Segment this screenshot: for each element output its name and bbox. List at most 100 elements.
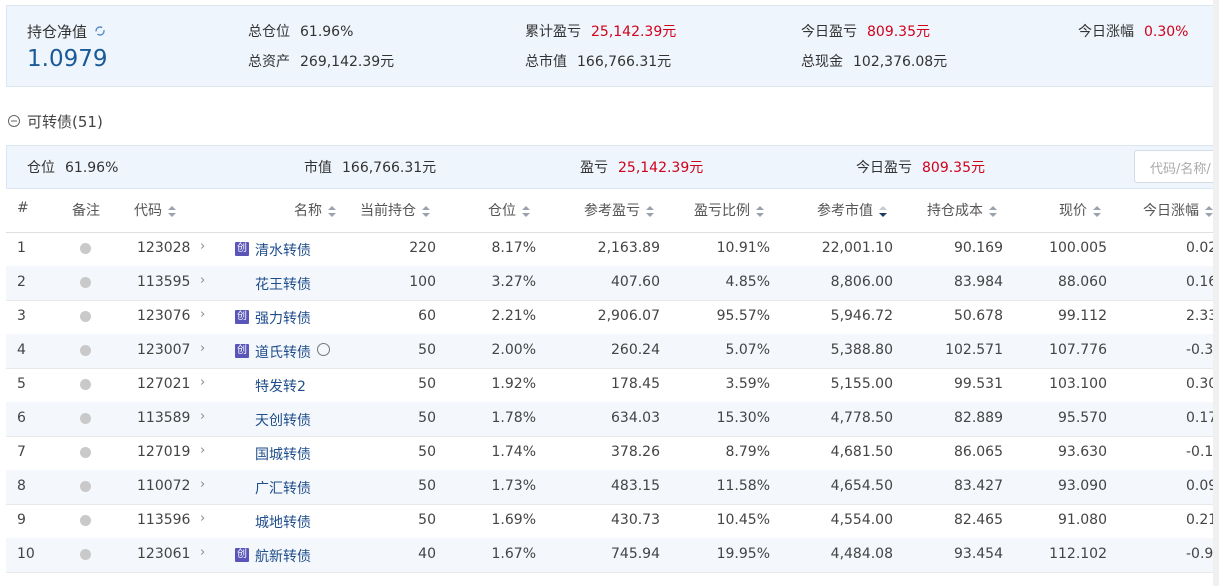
- cell-name[interactable]: 航新转债: [255, 549, 311, 565]
- expand-arrow[interactable]: ›: [200, 511, 206, 526]
- summary-label: 累计盈亏: [525, 24, 581, 40]
- sort-icon[interactable]: [522, 205, 530, 217]
- expand-arrow[interactable]: ›: [200, 239, 206, 254]
- summary-item: 总仓位 61.96%: [248, 21, 353, 41]
- cell-no: 4: [17, 342, 26, 358]
- note-icon[interactable]: [80, 379, 91, 390]
- summary-label: 今日盈亏: [801, 24, 857, 40]
- cell-code: 123061: [137, 546, 191, 562]
- cell-pnl-pct: 4.85%: [725, 274, 770, 290]
- sort-icon[interactable]: [168, 205, 176, 217]
- sort-icon[interactable]: [1093, 205, 1101, 217]
- note-icon[interactable]: [80, 447, 91, 458]
- subbar-label: 盈亏: [580, 160, 608, 176]
- section-title[interactable]: 可转债(51): [27, 113, 103, 131]
- cell-holding: 60: [418, 308, 436, 324]
- cell-price: 91.080: [1058, 512, 1107, 528]
- cell-name[interactable]: 国城转债: [255, 447, 311, 463]
- note-icon[interactable]: [80, 277, 91, 288]
- note-icon[interactable]: [80, 345, 91, 356]
- cell-pnl: 745.94: [611, 546, 660, 562]
- column-header-text: 代码: [134, 203, 162, 219]
- column-header[interactable]: 代码: [134, 200, 176, 220]
- cell-name[interactable]: 强力转债: [255, 311, 311, 327]
- sort-icon[interactable]: [756, 205, 764, 217]
- sort-icon[interactable]: [1205, 205, 1213, 217]
- expand-arrow[interactable]: ›: [200, 443, 206, 458]
- sort-icon[interactable]: [879, 205, 887, 217]
- collapse-icon[interactable]: [7, 114, 21, 128]
- column-header[interactable]: 持仓成本: [927, 200, 997, 220]
- summary-item: 今日盈亏 809.35元: [801, 21, 930, 41]
- cell-position: 3.27%: [491, 274, 536, 290]
- expand-arrow[interactable]: ›: [200, 477, 206, 492]
- cell-market-value: 4,484.08: [830, 546, 893, 562]
- sort-icon[interactable]: [989, 205, 997, 217]
- summary-item: 累计盈亏 25,142.39元: [525, 21, 676, 41]
- cell-position: 2.00%: [491, 342, 536, 358]
- cell-price: 93.090: [1058, 478, 1107, 494]
- cell-holding: 50: [418, 342, 436, 358]
- expand-arrow[interactable]: ›: [200, 375, 206, 390]
- column-header[interactable]: 现价: [1059, 200, 1101, 220]
- table-row[interactable]: [6, 470, 1219, 505]
- note-icon[interactable]: [80, 243, 91, 254]
- cell-name[interactable]: 广汇转债: [255, 481, 311, 497]
- cell-name[interactable]: 花王转债: [255, 277, 311, 293]
- expand-arrow[interactable]: ›: [200, 409, 206, 424]
- expand-arrow[interactable]: ›: [200, 307, 206, 322]
- column-header[interactable]: 名称: [294, 200, 336, 220]
- cell-cost: 102.571: [945, 342, 1003, 358]
- refresh-icon[interactable]: [94, 25, 106, 37]
- note-icon[interactable]: [80, 515, 91, 526]
- cell-cost: 82.889: [954, 410, 1003, 426]
- scrollbar: [1213, 0, 1219, 586]
- cell-change: 0.09%: [1186, 478, 1219, 494]
- sort-icon[interactable]: [422, 205, 430, 217]
- sort-icon[interactable]: [328, 205, 336, 217]
- column-header[interactable]: 参考盈亏: [584, 200, 654, 220]
- summary-item: 总现金 102,376.08元: [801, 51, 947, 71]
- cell-cost: 50.678: [954, 308, 1003, 324]
- cell-code: 123028: [137, 240, 191, 256]
- table-row[interactable]: [6, 334, 1219, 369]
- cell-cost: 83.427: [954, 478, 1003, 494]
- table-row[interactable]: [6, 538, 1219, 573]
- cell-holding: 50: [418, 512, 436, 528]
- cell-pnl: 260.24: [611, 342, 660, 358]
- cell-name[interactable]: 清水转债: [255, 243, 311, 259]
- cell-name[interactable]: 天创转债: [255, 413, 311, 429]
- column-header-text: 仓位: [488, 203, 516, 219]
- expand-arrow[interactable]: ›: [200, 545, 206, 560]
- column-header: 备注: [71, 200, 101, 220]
- column-header[interactable]: 参考市值: [817, 200, 887, 220]
- column-header-text: 名称: [294, 203, 322, 219]
- column-header-text: 备注: [72, 203, 100, 219]
- expand-arrow[interactable]: ›: [200, 273, 206, 288]
- column-header[interactable]: 盈亏比例: [694, 200, 764, 220]
- cell-market-value: 5,388.80: [830, 342, 893, 358]
- note-icon[interactable]: [80, 413, 91, 424]
- note-icon[interactable]: [80, 549, 91, 560]
- cell-pnl-pct: 8.79%: [725, 444, 770, 460]
- info-icon[interactable]: [317, 343, 330, 356]
- cell-code: 123007: [137, 342, 191, 358]
- search-input[interactable]: 代码/名称/: [1134, 150, 1219, 183]
- cell-pnl-pct: 3.59%: [725, 376, 770, 392]
- note-icon[interactable]: [80, 481, 91, 492]
- expand-arrow[interactable]: ›: [200, 341, 206, 356]
- cell-name[interactable]: 特发转2: [255, 379, 306, 395]
- table-row[interactable]: [6, 402, 1219, 437]
- note-icon[interactable]: [80, 311, 91, 322]
- table-row[interactable]: [6, 266, 1219, 301]
- cell-price: 99.112: [1058, 308, 1107, 324]
- column-header[interactable]: 今日涨幅: [1143, 200, 1213, 220]
- cell-name[interactable]: 城地转债: [255, 515, 311, 531]
- summary-value: 102,376.08元: [853, 54, 948, 70]
- column-header[interactable]: 当前持仓: [360, 200, 430, 220]
- cell-name[interactable]: 道氏转债: [255, 342, 330, 362]
- sort-icon[interactable]: [646, 205, 654, 217]
- column-header[interactable]: 仓位: [488, 200, 530, 220]
- cell-price: 112.102: [1049, 546, 1107, 562]
